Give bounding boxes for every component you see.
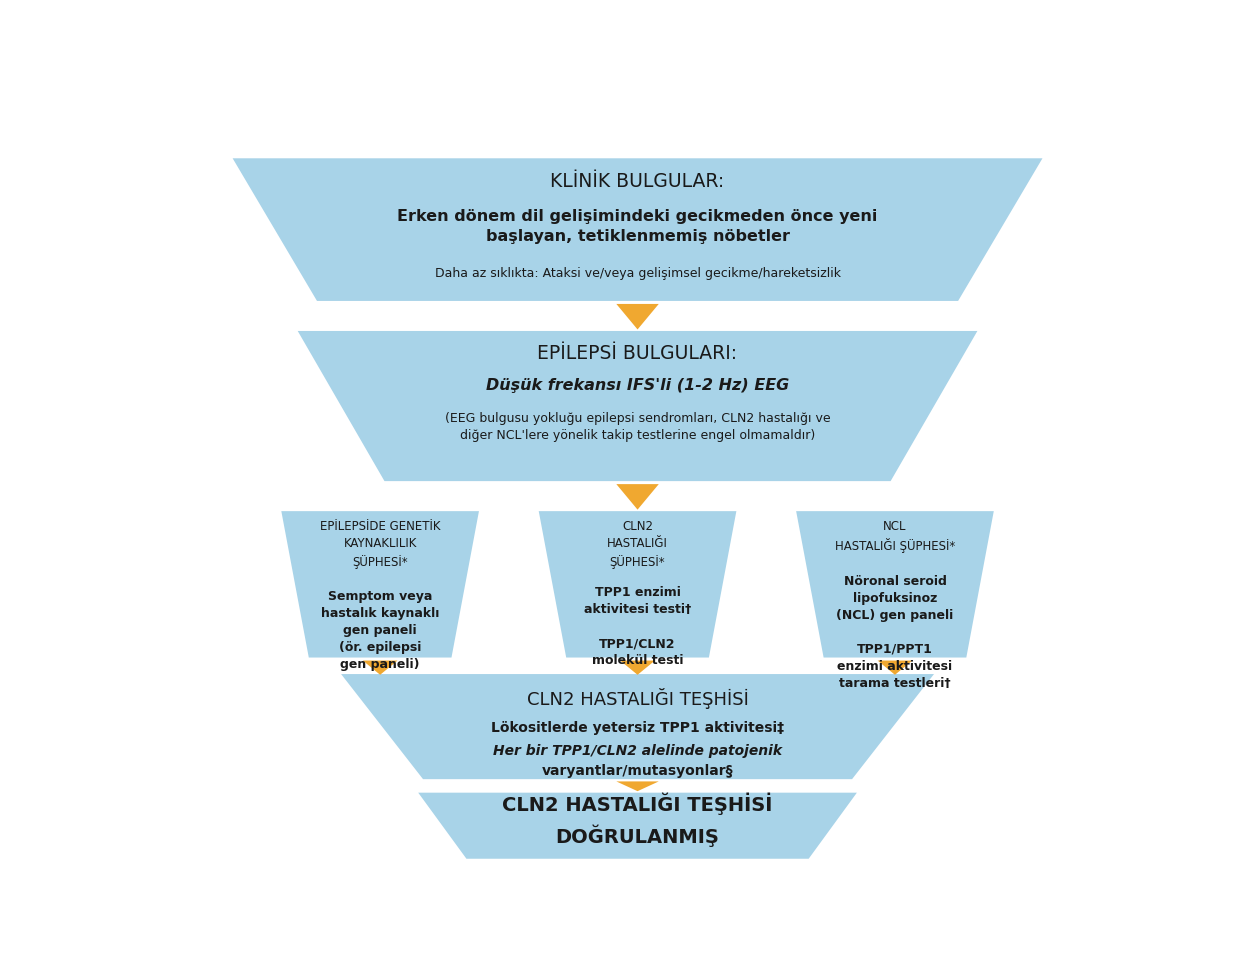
Polygon shape [796,511,994,657]
Text: CLN2 HASTALIĞI TEŞHİSİ: CLN2 HASTALIĞI TEŞHİSİ [526,687,749,709]
Polygon shape [616,485,659,510]
Text: EPİLEPSİDE GENETİK
KAYNAKLILIK
ŞÜPHESİ*: EPİLEPSİDE GENETİK KAYNAKLILIK ŞÜPHESİ* [320,520,440,568]
Text: (EEG bulgusu yokluğu epilepsi sendromları, CLN2 hastalığı ve
diğer NCL'lere yöne: (EEG bulgusu yokluğu epilepsi sendromlar… [445,412,830,442]
Polygon shape [363,660,398,675]
Polygon shape [877,660,912,675]
Polygon shape [539,511,736,657]
Text: Semptom veya
hastalık kaynaklı
gen paneli
(ör. epilepsi
gen paneli): Semptom veya hastalık kaynaklı gen panel… [321,590,439,671]
Text: Nöronal seroid
lipofuksinoz
(NCL) gen paneli

TPP1/PPT1
enzimi aktivitesi
tarama: Nöronal seroid lipofuksinoz (NCL) gen pa… [836,575,954,690]
Polygon shape [418,793,857,859]
Polygon shape [341,674,934,779]
Text: EPİLEPSİ BULGULARI:: EPİLEPSİ BULGULARI: [537,344,738,364]
Text: CLN2
HASTALIĞI
ŞÜPHESİ*: CLN2 HASTALIĞI ŞÜPHESİ* [607,520,668,568]
Polygon shape [616,304,659,330]
Text: varyantlar/mutasyonlar§: varyantlar/mutasyonlar§ [541,764,734,778]
Text: TPP1 enzimi
aktivitesi testi†

TPP1/CLN2
molekül testi: TPP1 enzimi aktivitesi testi† TPP1/CLN2 … [583,586,692,667]
Text: KLİNİK BULGULAR:: KLİNİK BULGULAR: [550,172,725,191]
Text: Her bir TPP1/CLN2 alelinde patojenik: Her bir TPP1/CLN2 alelinde patojenik [493,744,782,758]
Text: Düşük frekansı IFS'li (1-2 Hz) EEG: Düşük frekansı IFS'li (1-2 Hz) EEG [486,378,789,393]
Text: CLN2 HASTALIĞI TEŞHİSİ
DOĞRULANMIŞ: CLN2 HASTALIĞI TEŞHİSİ DOĞRULANMIŞ [503,793,773,847]
Polygon shape [297,331,978,481]
Text: Daha az sıklıkta: Ataksi ve/veya gelişimsel gecikme/hareketsizlik: Daha az sıklıkta: Ataksi ve/veya gelişim… [434,267,841,280]
Text: Erken dönem dil gelişimindeki gecikmeden önce yeni
başlayan, tetiklenmemiş nöbet: Erken dönem dil gelişimindeki gecikmeden… [397,210,878,244]
Text: NCL
HASTALIĞI ŞÜPHESİ*: NCL HASTALIĞI ŞÜPHESİ* [835,520,955,553]
Polygon shape [233,158,1042,301]
Polygon shape [616,781,659,791]
Polygon shape [281,511,479,657]
Polygon shape [621,660,654,675]
Text: Lökositlerde yetersiz TPP1 aktivitesi‡: Lökositlerde yetersiz TPP1 aktivitesi‡ [491,721,784,734]
